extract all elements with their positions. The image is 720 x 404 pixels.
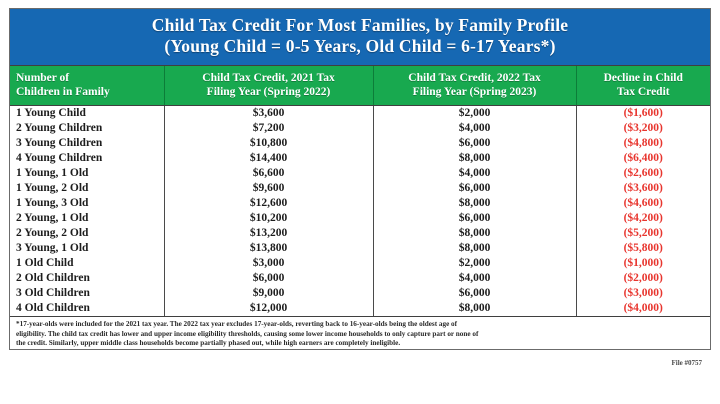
cell-family-profile: 4 Young Children	[10, 151, 165, 166]
cell-credit-2021: $12,000	[164, 301, 374, 317]
footnote-line-3: the credit. Similarly, upper middle clas…	[16, 339, 401, 348]
cell-family-profile: 3 Old Children	[10, 286, 165, 301]
column-header-children: Number of Children in Family	[10, 66, 165, 106]
column-header-credit-2022-line-2: Filing Year (Spring 2023)	[412, 86, 537, 98]
cell-credit-2021: $13,200	[164, 226, 374, 241]
cell-family-profile: 3 Young Children	[10, 136, 165, 151]
cell-credit-2022: $8,000	[373, 226, 577, 241]
cell-credit-2021: $13,800	[164, 241, 374, 256]
table-row: 4 Young Children $14,400 $8,000 ($6,400)	[10, 151, 710, 166]
cell-decline: ($6,400)	[623, 152, 663, 164]
cell-decline: ($3,600)	[623, 182, 663, 194]
cell-credit-2021: $10,200	[164, 211, 374, 226]
table-row: 1 Young, 3 Old $12,600 $8,000 ($4,600)	[10, 196, 710, 211]
cell-decline: ($1,600)	[623, 107, 663, 119]
table-body: 1 Young Child $3,600 $2,000 ($1,600) 2 Young…	[10, 105, 710, 317]
page-title-line-1: Child Tax Credit For Most Families, by F…	[151, 15, 569, 35]
table-row: 2 Young Children $7,200 $4,000 ($3,200)	[10, 121, 710, 136]
cell-credit-2021: $6,600	[164, 166, 374, 181]
cell-decline: ($4,200)	[623, 212, 663, 224]
table-row: 2 Young, 1 Old $10,200 $6,000 ($4,200)	[10, 211, 710, 226]
cell-credit-2022: $2,000	[373, 105, 577, 121]
cell-credit-2022: $6,000	[373, 136, 577, 151]
cell-decline: ($2,000)	[623, 272, 663, 284]
cell-decline: ($1,000)	[623, 257, 663, 269]
cell-credit-2022: $8,000	[373, 241, 577, 256]
cell-family-profile: 1 Young, 3 Old	[10, 196, 165, 211]
table-row: 3 Young Children $10,800 $6,000 ($4,800)	[10, 136, 710, 151]
column-header-children-line-1: Number of	[16, 72, 70, 84]
cell-decline: ($5,200)	[623, 227, 663, 239]
footnote-line-1: *17-year-olds were included for the 2021…	[16, 320, 458, 328]
cell-family-profile: 2 Young, 2 Old	[10, 226, 165, 241]
cell-family-profile: 4 Old Children	[10, 301, 165, 317]
cell-credit-2021: $3,600	[164, 105, 374, 121]
title-banner: Child Tax Credit For Most Families, by F…	[10, 9, 710, 66]
chart-frame: Child Tax Credit For Most Families, by F…	[9, 8, 711, 350]
cell-credit-2021: $12,600	[164, 196, 374, 211]
cell-credit-2022: $4,000	[373, 166, 577, 181]
table-row: 2 Old Children $6,000 $4,000 ($2,000)	[10, 271, 710, 286]
cell-credit-2022: $6,000	[373, 181, 577, 196]
cell-credit-2021: $14,400	[164, 151, 374, 166]
cell-credit-2022: $8,000	[373, 301, 577, 317]
column-header-credit-2022-line-1: Child Tax Credit, 2022 Tax	[408, 72, 541, 84]
cell-credit-2022: $6,000	[373, 211, 577, 226]
cell-credit-2021: $3,000	[164, 256, 374, 271]
cell-decline: ($2,600)	[623, 167, 663, 179]
cell-decline: ($4,000)	[576, 301, 710, 317]
column-header-credit-2021: Child Tax Credit, 2021 Tax Filing Year (…	[164, 66, 374, 106]
footnote-line-2: eligibility. The child tax credit has lo…	[16, 329, 479, 338]
cell-credit-2021: $10,800	[164, 136, 374, 151]
file-tag: File #0757	[671, 358, 702, 367]
cell-credit-2021: $9,600	[164, 181, 374, 196]
table-row: 4 Old Children $12,000 $8,000 ($4,000)	[10, 301, 710, 317]
cell-decline: ($3,000)	[623, 287, 663, 299]
table-header-row: Number of Children in Family Child Tax C…	[10, 66, 710, 106]
cell-credit-2022: $8,000	[373, 151, 577, 166]
table-row: 1 Old Child $3,000 $2,000 ($1,000)	[10, 256, 710, 271]
table-row: 3 Young, 1 Old $13,800 $8,000 ($5,800)	[10, 241, 710, 256]
column-header-credit-2021-line-2: Filing Year (Spring 2022)	[206, 86, 331, 98]
cell-credit-2021: $9,000	[164, 286, 374, 301]
cell-credit-2022: $4,000	[373, 271, 577, 286]
table-header: Number of Children in Family Child Tax C…	[10, 66, 710, 106]
cell-family-profile: 1 Old Child	[10, 256, 165, 271]
table-row: 2 Young, 2 Old $13,200 $8,000 ($5,200)	[10, 226, 710, 241]
cell-family-profile: 1 Young, 1 Old	[10, 166, 165, 181]
cell-family-profile: 3 Young, 1 Old	[10, 241, 165, 256]
table-row: 1 Young, 2 Old $9,600 $6,000 ($3,600)	[10, 181, 710, 196]
cell-credit-2021: $7,200	[164, 121, 374, 136]
footnote: *17-year-olds were included for the 2021…	[10, 317, 710, 349]
column-header-decline-line-2: Tax Credit	[616, 86, 670, 98]
cell-credit-2021: $6,000	[164, 271, 374, 286]
cell-decline: ($4,800)	[623, 137, 663, 149]
cell-decline: ($4,600)	[623, 197, 663, 209]
table-row: 3 Old Children $9,000 $6,000 ($3,000)	[10, 286, 710, 301]
cell-family-profile: 1 Young Child	[10, 105, 165, 121]
column-header-credit-2021-line-1: Child Tax Credit, 2021 Tax	[202, 72, 335, 84]
cell-decline: ($3,200)	[623, 122, 663, 134]
cell-family-profile: 2 Young Children	[10, 121, 165, 136]
page-title-line-2: (Young Child = 0-5 Years, Old Child = 6-…	[164, 36, 556, 56]
column-header-decline: Decline in Child Tax Credit	[576, 66, 710, 106]
cell-decline: ($5,800)	[623, 242, 663, 254]
table-row: 1 Young Child $3,600 $2,000 ($1,600)	[10, 105, 710, 121]
cell-family-profile: 1 Young, 2 Old	[10, 181, 165, 196]
cell-credit-2022: $8,000	[373, 196, 577, 211]
cell-family-profile: 2 Old Children	[10, 271, 165, 286]
cell-credit-2022: $6,000	[373, 286, 577, 301]
table-row: 1 Young, 1 Old $6,600 $4,000 ($2,600)	[10, 166, 710, 181]
cell-credit-2022: $2,000	[373, 256, 577, 271]
cell-family-profile: 2 Young, 1 Old	[10, 211, 165, 226]
column-header-decline-line-1: Decline in Child	[603, 72, 683, 84]
column-header-children-line-2: Children in Family	[16, 86, 110, 98]
column-header-credit-2022: Child Tax Credit, 2022 Tax Filing Year (…	[373, 66, 577, 106]
cell-credit-2022: $4,000	[373, 121, 577, 136]
child-tax-credit-table: Number of Children in Family Child Tax C…	[10, 66, 710, 317]
